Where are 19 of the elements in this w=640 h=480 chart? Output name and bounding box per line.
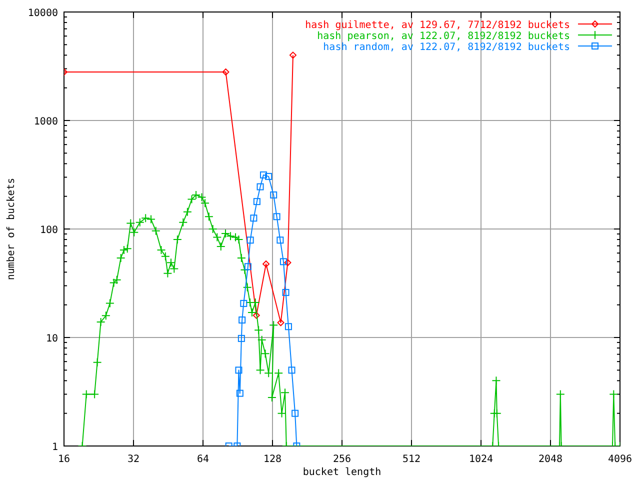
x-axis-title: bucket length bbox=[302, 467, 382, 478]
y-tick-label: 1000 bbox=[34, 116, 58, 128]
x-tick-label: 4096 bbox=[608, 454, 632, 465]
y-tick-label: 100 bbox=[40, 225, 58, 236]
x-tick-label: 2048 bbox=[538, 454, 563, 465]
x-tick-label: 16 bbox=[58, 454, 70, 465]
y-tick-label: 10000 bbox=[28, 8, 58, 19]
x-tick-label: 32 bbox=[127, 454, 140, 465]
legend-label: hash guilmette, av 129.67, 7712/8192 buckets bbox=[305, 20, 570, 31]
x-tick-label: 256 bbox=[332, 454, 352, 465]
x-tick-label: 1024 bbox=[468, 454, 494, 465]
legend-label: hash pearson, av 122.07, 8192/8192 buckets bbox=[317, 31, 570, 42]
y-axis-title: number of buckets bbox=[6, 178, 17, 280]
legend-label: hash random, av 122.07, 8192/8192 buckets bbox=[323, 42, 570, 53]
x-tick-label: 512 bbox=[402, 454, 421, 465]
x-tick-label: 64 bbox=[196, 454, 210, 465]
x-tick-label: 128 bbox=[263, 454, 282, 465]
y-tick-label: 10 bbox=[46, 334, 58, 344]
y-tick-label: 1 bbox=[52, 442, 58, 453]
